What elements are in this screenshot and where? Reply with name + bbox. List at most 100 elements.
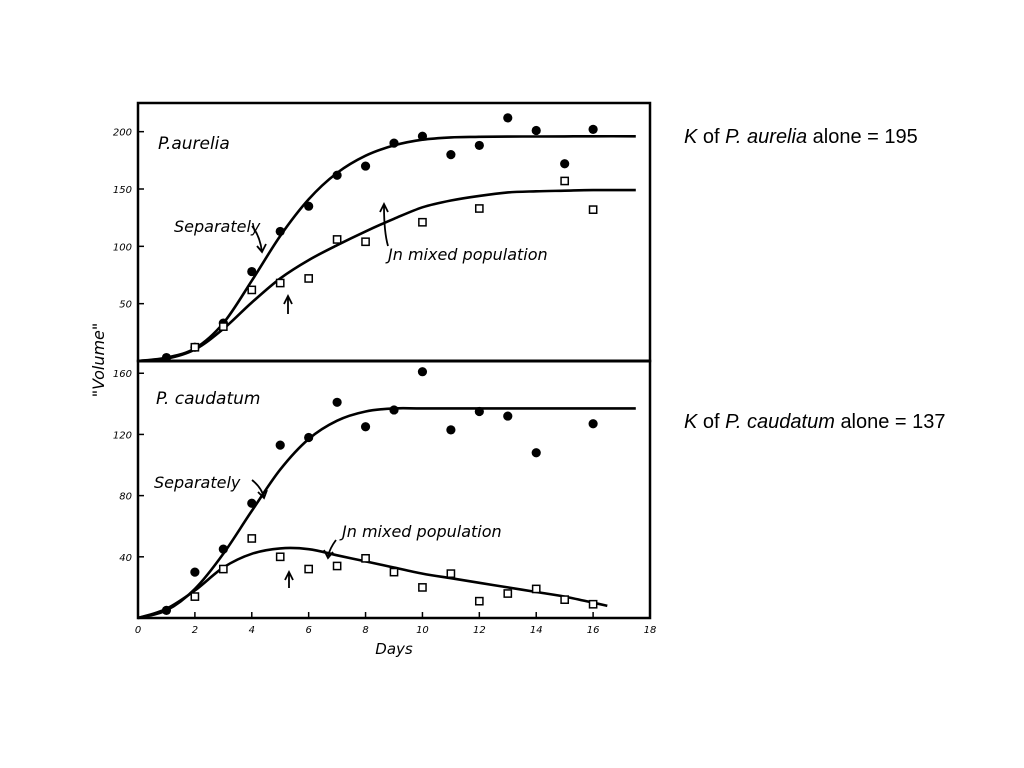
x-tick-label: 10 bbox=[416, 625, 429, 636]
bot-mixed-point bbox=[531, 584, 541, 594]
bottom-separately-arrow bbox=[251, 479, 268, 500]
top-separately-point bbox=[247, 266, 257, 277]
bot-mixed-point bbox=[503, 589, 513, 598]
bot-separately-point bbox=[531, 448, 541, 458]
top-separately-point bbox=[531, 125, 541, 136]
bot-separately-point bbox=[161, 605, 172, 615]
k-symbol: K bbox=[684, 411, 698, 433]
aurelia-carrying-capacity-note: K of P. aurelia alone = 195 bbox=[684, 126, 918, 149]
bottom-mixed-arrow bbox=[323, 539, 337, 560]
of-text: of bbox=[702, 126, 720, 148]
top-y-tick-label: 100 bbox=[113, 242, 132, 253]
bot-mixed-point bbox=[190, 592, 200, 601]
of-text: of bbox=[702, 411, 720, 433]
top-mixed-point bbox=[474, 204, 484, 213]
bottom-mixed-label: Jn mixed population bbox=[339, 522, 502, 541]
top-mixed-point bbox=[218, 322, 228, 331]
top-separately-point bbox=[161, 352, 172, 363]
top-mixed-point bbox=[190, 342, 200, 352]
bot-separately-point bbox=[247, 498, 257, 508]
x-tick-label: 12 bbox=[473, 625, 486, 636]
k-value: alone = 195 bbox=[812, 126, 918, 148]
bot-separately-point bbox=[275, 440, 285, 450]
top-separately-label: Separately bbox=[174, 217, 261, 236]
bot-mixed-point bbox=[560, 595, 570, 604]
x-tick-label: 18 bbox=[644, 625, 657, 636]
axis-ticks: 50 100 150 200 40 80 120 160 0 2 4 6 8 10 12 14 16 18 bbox=[113, 128, 656, 636]
top-separately-point bbox=[304, 201, 314, 211]
top-mixed-arrow bbox=[379, 201, 389, 247]
bottom-separately-curve bbox=[137, 406, 636, 620]
bot-mixed-point bbox=[275, 552, 285, 562]
top-separately-point bbox=[560, 159, 570, 169]
top-separately-point bbox=[446, 150, 456, 160]
bottom-separately-label: Separately bbox=[154, 473, 241, 492]
top-separately-point bbox=[332, 170, 342, 180]
bottom-panel-label: P. caudatum bbox=[156, 389, 260, 409]
species-name: P. caudatum bbox=[725, 411, 835, 433]
top-separately-point bbox=[474, 140, 484, 151]
top-separately-point bbox=[503, 113, 513, 123]
y-axis-label: "Volume" bbox=[89, 323, 108, 398]
x-tick-label: 0 bbox=[135, 625, 141, 636]
top-y-tick-label: 50 bbox=[119, 300, 132, 311]
bot-mixed-point bbox=[418, 583, 427, 592]
top-mixed-point bbox=[247, 285, 257, 295]
bot-y-tick-label: 160 bbox=[113, 369, 132, 380]
bot-separately-point bbox=[474, 406, 484, 417]
top-y-tick-label: 200 bbox=[113, 128, 132, 139]
bot-mixed-point bbox=[474, 596, 484, 606]
top-mixed-point bbox=[588, 205, 598, 214]
top-mixed-point bbox=[304, 274, 314, 283]
bot-separately-point bbox=[503, 411, 513, 421]
bot-separately-point bbox=[389, 405, 399, 415]
bot-y-tick-label: 120 bbox=[113, 430, 132, 441]
bot-separately-point bbox=[417, 367, 428, 377]
k-value: alone = 137 bbox=[840, 411, 946, 433]
bot-mixed-point bbox=[389, 567, 399, 577]
bot-separately-point bbox=[588, 419, 598, 429]
species-name: P. aurelia bbox=[725, 126, 808, 148]
bot-mixed-point bbox=[361, 553, 370, 563]
x-tick-label: 6 bbox=[305, 625, 311, 636]
bot-separately-point bbox=[446, 425, 456, 435]
x-tick-label: 8 bbox=[362, 625, 368, 636]
top-mixed-point bbox=[332, 235, 342, 244]
bot-mixed-point bbox=[218, 564, 228, 574]
x-tick-label: 16 bbox=[587, 625, 600, 636]
bot-separately-point bbox=[332, 397, 342, 407]
top-mixed-point bbox=[361, 237, 370, 247]
data-marks bbox=[161, 113, 598, 615]
top-separately-point bbox=[588, 124, 598, 134]
bot-y-tick-label: 40 bbox=[119, 553, 132, 564]
bot-separately-point bbox=[190, 567, 200, 577]
bot-mixed-point bbox=[588, 599, 598, 609]
top-mixed-point bbox=[560, 176, 570, 186]
top-panel-label: P.aurelia bbox=[158, 134, 230, 154]
x-axis-label: Days bbox=[375, 640, 413, 658]
top-y-tick-label: 150 bbox=[113, 185, 132, 196]
top-separately-arrow bbox=[251, 225, 267, 254]
bottom-small-arrow bbox=[284, 569, 294, 588]
top-mixed-point bbox=[275, 278, 285, 288]
top-separately-point bbox=[360, 161, 371, 171]
top-separately-point bbox=[389, 138, 399, 148]
top-small-arrow bbox=[283, 293, 293, 314]
top-mixed-point bbox=[418, 217, 427, 227]
caudatum-carrying-capacity-note: K of P. caudatum alone = 137 bbox=[684, 411, 946, 434]
x-tick-label: 4 bbox=[249, 625, 255, 636]
bot-mixed-point bbox=[247, 534, 257, 543]
x-tick-label: 2 bbox=[192, 625, 198, 636]
bottom-mixed-curve bbox=[137, 546, 608, 620]
bot-y-tick-label: 80 bbox=[119, 492, 132, 503]
bot-separately-point bbox=[304, 432, 314, 443]
k-symbol: K bbox=[684, 126, 698, 148]
top-mixed-label: Jn mixed population bbox=[385, 245, 548, 264]
bot-mixed-point bbox=[446, 569, 456, 578]
bot-separately-point bbox=[360, 422, 371, 432]
top-separately-curve bbox=[137, 134, 636, 363]
bot-separately-point bbox=[218, 544, 228, 554]
x-tick-label: 14 bbox=[530, 625, 543, 636]
top-separately-point bbox=[275, 226, 285, 237]
